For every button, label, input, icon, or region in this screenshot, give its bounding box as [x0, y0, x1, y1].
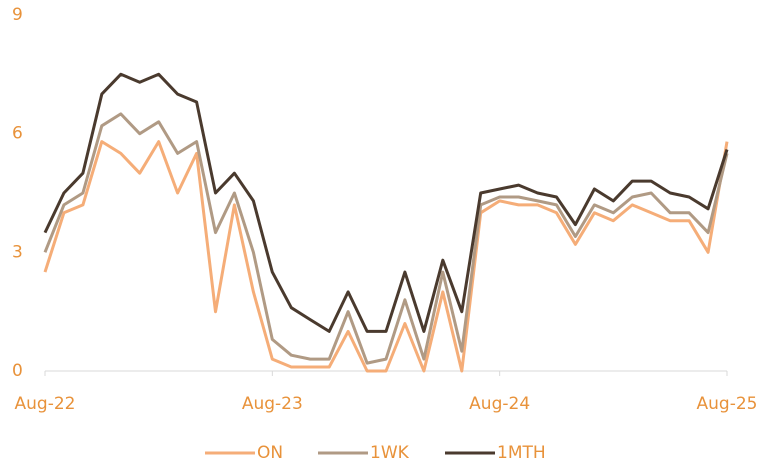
x-tick-label: Aug-23 — [242, 394, 303, 414]
y-tick-label: 6 — [12, 124, 23, 144]
y-tick-label: 0 — [12, 361, 23, 381]
x-tick-label: Aug-24 — [469, 394, 530, 414]
y-tick-label: 9 — [12, 5, 23, 25]
legend-label: 1MTH — [497, 443, 546, 463]
legend-label: ON — [257, 443, 283, 463]
line-series — [43, 140, 729, 373]
y-tick-label: 3 — [12, 242, 23, 262]
line-series — [43, 112, 729, 365]
x-tick-label: Aug-25 — [697, 394, 758, 414]
legend-label: 1WK — [370, 443, 410, 463]
line-series — [43, 72, 729, 333]
x-tick-label: Aug-22 — [15, 394, 76, 414]
